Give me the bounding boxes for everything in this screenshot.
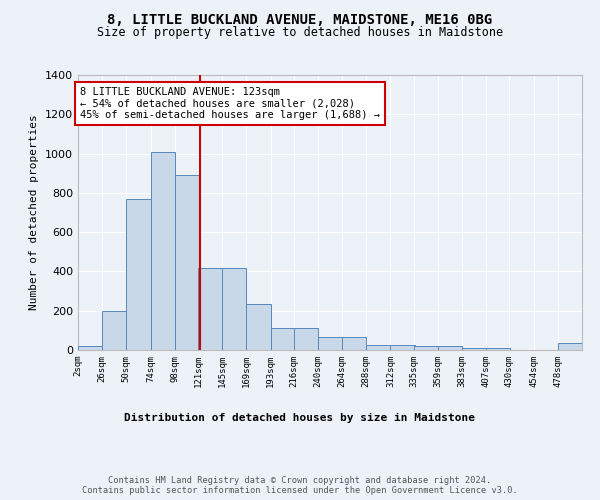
Bar xyxy=(391,345,415,350)
Bar xyxy=(175,175,199,350)
Bar xyxy=(486,348,511,350)
Bar xyxy=(413,346,438,350)
Bar xyxy=(294,328,318,350)
Bar xyxy=(102,310,127,350)
Text: Contains HM Land Registry data © Crown copyright and database right 2024.
Contai: Contains HM Land Registry data © Crown c… xyxy=(82,476,518,495)
Text: Distribution of detached houses by size in Maidstone: Distribution of detached houses by size … xyxy=(125,412,476,422)
Text: 8, LITTLE BUCKLAND AVENUE, MAIDSTONE, ME16 0BG: 8, LITTLE BUCKLAND AVENUE, MAIDSTONE, ME… xyxy=(107,12,493,26)
Bar xyxy=(342,337,366,350)
Bar xyxy=(198,268,222,350)
Bar xyxy=(78,346,102,350)
Y-axis label: Number of detached properties: Number of detached properties xyxy=(29,114,40,310)
Bar xyxy=(366,345,391,350)
Bar xyxy=(127,198,151,350)
Bar xyxy=(438,346,462,350)
Bar xyxy=(151,152,175,350)
Bar xyxy=(247,304,271,350)
Bar xyxy=(318,337,342,350)
Bar xyxy=(222,268,247,350)
Text: 8 LITTLE BUCKLAND AVENUE: 123sqm
← 54% of detached houses are smaller (2,028)
45: 8 LITTLE BUCKLAND AVENUE: 123sqm ← 54% o… xyxy=(80,87,380,120)
Text: Size of property relative to detached houses in Maidstone: Size of property relative to detached ho… xyxy=(97,26,503,39)
Bar xyxy=(271,328,295,350)
Bar xyxy=(462,348,486,350)
Bar xyxy=(558,343,582,350)
